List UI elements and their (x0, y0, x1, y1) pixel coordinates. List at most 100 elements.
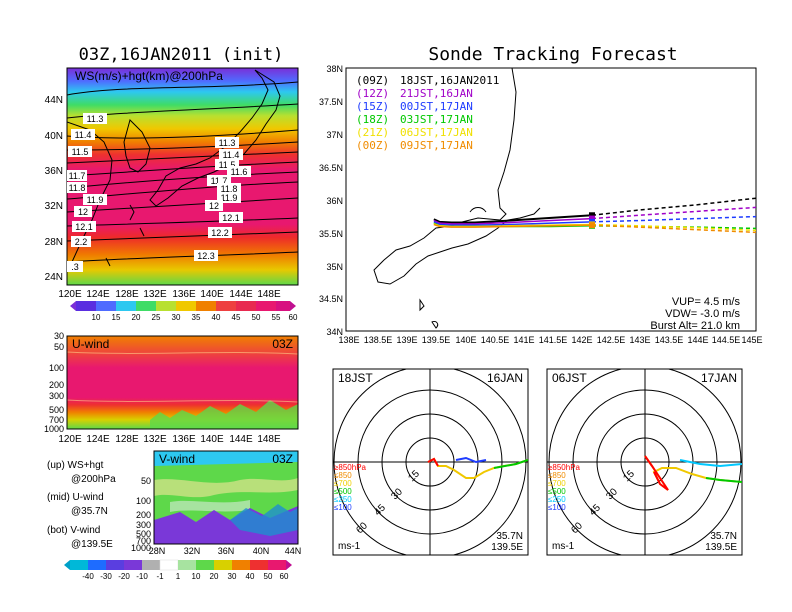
left-title: 03Z,16JAN2011 (init) (79, 45, 284, 65)
track-legend: (09Z) 18JST,16JAN2011 (12Z) 21JST,16JAN … (356, 74, 499, 152)
ws-map-label: WS(m/s)+hgt(km)@200hPa (75, 69, 223, 83)
contour-label: 12 (74, 206, 92, 217)
v-cb-tick: -40 (82, 572, 94, 581)
ws-x-tick: 140E (200, 289, 224, 300)
svg-text:11.4: 11.4 (223, 150, 240, 160)
u-y-tick: 200 (49, 380, 64, 390)
track-line-dashed (591, 224, 756, 234)
contour-label: 2.2 (71, 236, 91, 247)
svg-text:11.6: 11.6 (231, 167, 248, 177)
v-cb-tick: 50 (264, 572, 273, 581)
contour-label: 12.1 (72, 221, 96, 232)
ws-y-tick: 44N (45, 95, 63, 106)
v-wind-panel: V-wind 03Z 50 100 200 300 500 700 1000 2… (131, 450, 302, 556)
u-y-tick: 1000 (44, 424, 64, 434)
track-x-tick: 141.5E (539, 335, 568, 345)
hodo-legend-100: ≤100 (334, 503, 352, 512)
hodo2-lon: 139.5E (705, 542, 737, 553)
burst-marker (589, 215, 595, 222)
hodo-legend-250: ≤250 (334, 495, 352, 504)
coastline-islands (105, 204, 145, 267)
ws-x-tick: 120E (58, 289, 82, 300)
ws-cb-tick: 40 (212, 313, 221, 322)
v-cb-tick: 60 (280, 572, 289, 581)
hodograph-1: 18JST 16JAN 15 30 45 60 ms-1 35.7N 139.5… (332, 368, 529, 556)
hodo-legend-500: ≤500 (334, 487, 352, 496)
track-line-solid (433, 221, 593, 226)
track-y-tick: 38N (326, 64, 343, 74)
u-x-tick: 120E (58, 434, 82, 445)
u-wind-label: U-wind (72, 337, 109, 351)
contour-label: 11.3 (215, 137, 239, 148)
param-vdw: VDW= -3.0 m/s (665, 308, 740, 320)
contour-label: 11.5 (215, 159, 239, 170)
track-x-tick: 139E (396, 335, 417, 345)
hodo2-unit: ms-1 (552, 541, 575, 552)
u-y-tick: 500 (49, 405, 64, 415)
hodo1-lat: 35.7N (496, 531, 523, 542)
track-map-panel: 38N 37.5N 37N 36.5N 36N 35.5N 35N 34.5N … (319, 64, 763, 345)
track-y-tick: 37N (326, 130, 343, 140)
contour-label: 12.3 (194, 250, 218, 261)
legend-12z-time: 21JST,16JAN (400, 87, 473, 100)
coastline-china (67, 121, 113, 271)
contour-label: 11.7 (67, 170, 87, 181)
ws-x-tick: 132E (143, 289, 167, 300)
u-x-tick: 128E (115, 434, 139, 445)
svg-text:2.2: 2.2 (75, 237, 88, 247)
svg-text:11.3: 11.3 (87, 114, 104, 124)
ws-cb-tick: 50 (252, 313, 261, 322)
ws-y-tick: 40N (45, 131, 63, 142)
svg-text:12.1: 12.1 (75, 222, 93, 232)
legend-15z-tag: (15Z) (356, 100, 389, 113)
u-x-tick: 148E (257, 434, 281, 445)
track-coastline (373, 68, 541, 285)
v-cb-tick: 10 (192, 572, 201, 581)
ws-cb-tick: 55 (272, 313, 281, 322)
contour-label: 11.8 (217, 183, 241, 194)
svg-text:11.7: 11.7 (211, 176, 228, 186)
contour-label: 11.7 (207, 175, 231, 186)
ws-cb-tick: 10 (92, 313, 101, 322)
contour-label: 11.3 (83, 113, 107, 124)
v-cb-tick: 20 (210, 572, 219, 581)
contour-label: 11.9 (217, 192, 241, 203)
track-x-tick: 144E (687, 335, 708, 345)
v-x-tick: 44N (285, 546, 302, 556)
hodo1-left: 18JST (338, 371, 373, 385)
u-x-tick: 136E (172, 434, 196, 445)
contour-label: 11.8 (67, 182, 87, 193)
hodo-legend-850: ≤850 (548, 471, 566, 480)
hodo-legend-850: ≤850 (334, 471, 352, 480)
note-mid-line2: @35.7N (71, 506, 108, 517)
coastline-japan (149, 69, 281, 207)
hodo1-legend: ≥850hPa ≤850 ≤700 ≤500 ≤250 ≤100 (334, 463, 367, 512)
svg-text:11.5: 11.5 (219, 160, 236, 170)
svg-text:11.5: 11.5 (72, 147, 89, 157)
track-line-dashed (591, 215, 756, 223)
hodo-legend-700: ≤700 (548, 479, 566, 488)
legend-21z-time: 06JST,17JAN (400, 126, 473, 139)
svg-text:11.4: 11.4 (75, 130, 92, 140)
v-y-tick: 700 (136, 536, 151, 546)
legend-00z-time: 09JST,17JAN (400, 139, 473, 152)
track-line-dashed (591, 206, 756, 220)
ws-x-tick: 128E (115, 289, 139, 300)
v-wind-label: V-wind (159, 452, 195, 466)
contour-label: 12.2 (208, 227, 232, 238)
ws-map-panel: WS(m/s)+hgt(km)@200hPa 11.3 11.4 11.5 11… (45, 67, 299, 300)
legend-21z-tag: (21Z) (356, 126, 389, 139)
track-line-solid (433, 214, 593, 224)
hodo1-right: 16JAN (487, 371, 523, 385)
v-x-tick: 28N (149, 546, 166, 556)
contour-label: 11.9 (83, 194, 107, 205)
u-y-tick: 300 (49, 391, 64, 401)
v-x-tick: 40N (253, 546, 270, 556)
track-y-tick: 36.5N (319, 163, 343, 173)
svg-text:12: 12 (209, 201, 219, 211)
svg-text:11.3: 11.3 (219, 138, 236, 148)
v-y-tick: 50 (141, 476, 151, 486)
track-y-tick: 36N (326, 196, 343, 206)
u-x-tick: 140E (200, 434, 224, 445)
v-y-tick: 300 (136, 520, 151, 530)
